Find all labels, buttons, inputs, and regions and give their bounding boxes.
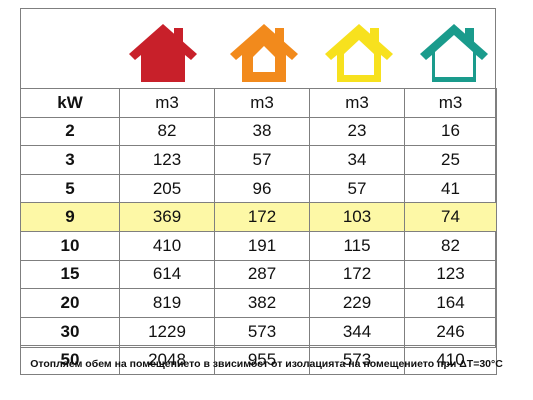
kw-cell: 2: [20, 116, 120, 147]
volume-cell: 57: [309, 173, 405, 204]
volume-cell: 23: [309, 116, 405, 147]
kw-cell: 9: [20, 202, 120, 232]
table-caption: Отопляем обем на помещението в звисимост…: [30, 358, 503, 370]
table-row: 20 819 382 229 164: [20, 288, 497, 318]
kw-cell: 50: [20, 345, 120, 375]
table-row: 5 205 96 57 41: [20, 173, 497, 204]
house-icon-yellow: [325, 24, 393, 82]
volume-cell: 614: [119, 259, 215, 290]
table-row: 15 614 287 172 123: [20, 259, 497, 290]
volume-cell: 96: [214, 173, 310, 204]
volume-cell: 573: [214, 316, 310, 347]
volume-cell: 410: [119, 230, 215, 261]
volume-cell: 191: [214, 230, 310, 261]
table-row: 50 2048 955 573 410: [20, 345, 497, 375]
volume-cell: 410: [404, 345, 497, 375]
column-header-kw: kW: [20, 88, 120, 118]
table-header-row: kW m3 m3 m3 m3: [20, 88, 497, 118]
volume-cell: 382: [214, 288, 310, 318]
volume-cell: 246: [404, 316, 497, 347]
volume-cell: 287: [214, 259, 310, 290]
volume-cell: 229: [309, 288, 405, 318]
table-row: 10 410 191 115 82: [20, 230, 497, 261]
table-row-highlighted: 9 369 172 103 74: [20, 202, 497, 232]
volume-cell: 172: [309, 259, 405, 290]
volume-cell: 82: [119, 116, 215, 147]
heating-volume-table: kW m3 m3 m3 m3 2 82 38 23 16 3 123 57 34…: [20, 88, 497, 375]
volume-cell: 1229: [119, 316, 215, 347]
volume-cell: 2048: [119, 345, 215, 375]
house-icon-teal: [420, 24, 488, 82]
house-icon-red: [129, 24, 197, 82]
table-row: 3 123 57 34 25: [20, 145, 497, 175]
kw-cell: 10: [20, 230, 120, 261]
volume-cell: 955: [214, 345, 310, 375]
insulation-icons-row: [20, 8, 496, 88]
table-row: 2 82 38 23 16: [20, 116, 497, 147]
volume-cell: 123: [404, 259, 497, 290]
volume-cell: 172: [214, 202, 310, 232]
volume-cell: 205: [119, 173, 215, 204]
volume-cell: 164: [404, 288, 497, 318]
volume-cell: 41: [404, 173, 497, 204]
volume-cell: 16: [404, 116, 497, 147]
kw-cell: 5: [20, 173, 120, 204]
column-header-m3: m3: [214, 88, 310, 118]
kw-cell: 30: [20, 316, 120, 347]
kw-cell: 3: [20, 145, 120, 175]
volume-cell: 82: [404, 230, 497, 261]
volume-cell: 38: [214, 116, 310, 147]
table-row: 30 1229 573 344 246: [20, 316, 497, 347]
volume-cell: 819: [119, 288, 215, 318]
column-header-m3: m3: [309, 88, 405, 118]
volume-cell: 34: [309, 145, 405, 175]
volume-cell: 57: [214, 145, 310, 175]
volume-cell: 103: [309, 202, 405, 232]
volume-cell: 369: [119, 202, 215, 232]
volume-cell: 123: [119, 145, 215, 175]
volume-cell: 74: [404, 202, 497, 232]
kw-cell: 15: [20, 259, 120, 290]
column-header-m3: m3: [119, 88, 215, 118]
volume-cell: 573: [309, 345, 405, 375]
volume-cell: 115: [309, 230, 405, 261]
kw-cell: 20: [20, 288, 120, 318]
column-header-m3: m3: [404, 88, 497, 118]
volume-cell: 25: [404, 145, 497, 175]
house-icon-orange: [230, 24, 298, 82]
volume-cell: 344: [309, 316, 405, 347]
